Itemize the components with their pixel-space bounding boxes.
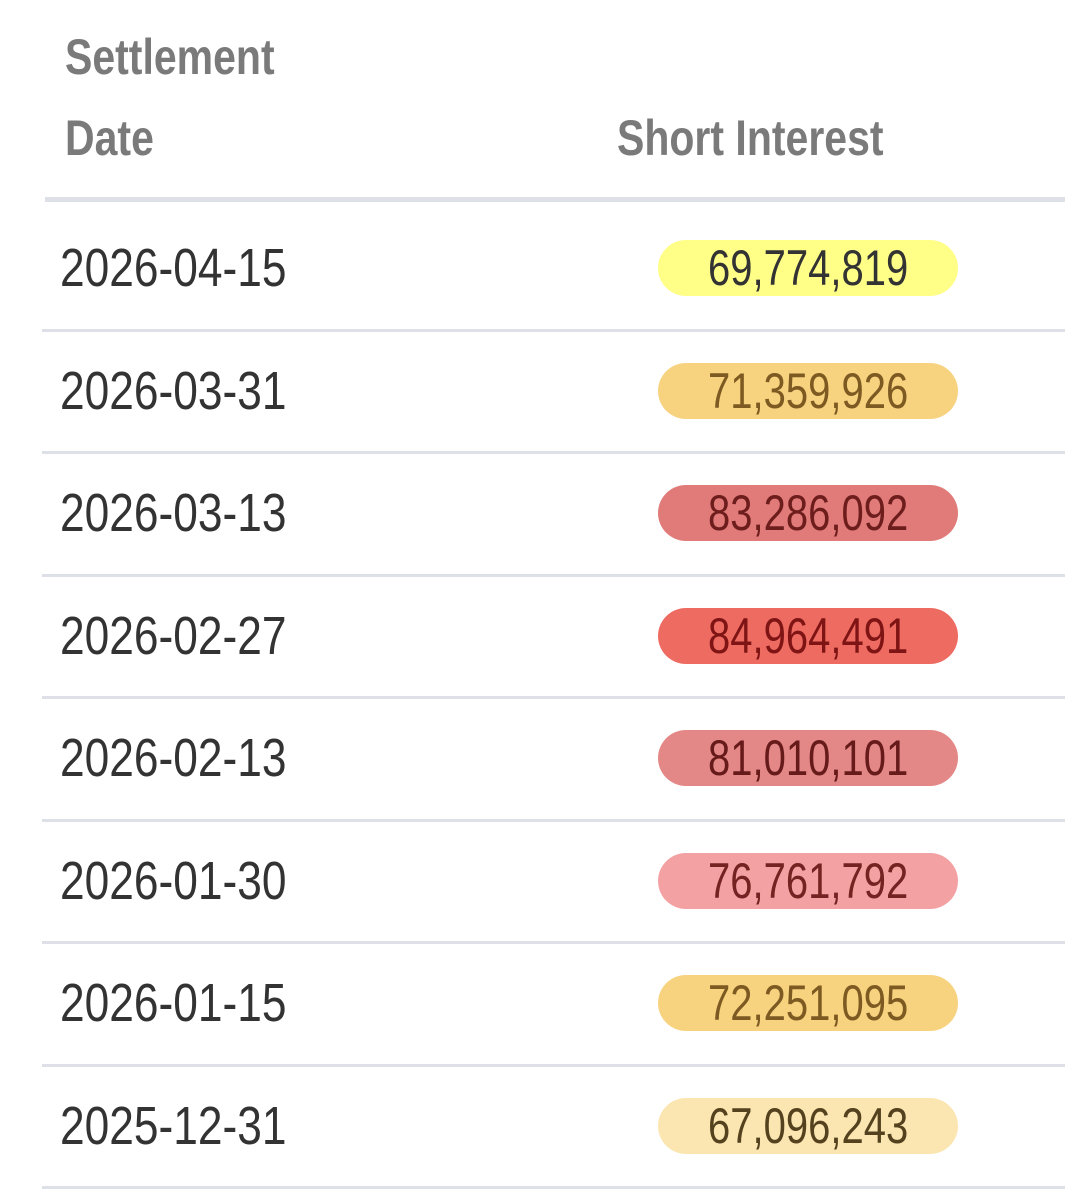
short-interest-pill: 81,010,101 <box>658 730 958 787</box>
short-interest-pill: 67,096,243 <box>658 1097 958 1154</box>
date-cell: 2026-03-31 <box>60 364 336 418</box>
short-interest-value: 71,359,926 <box>707 362 909 419</box>
date-text: 2026-04-15 <box>60 238 287 299</box>
header-border <box>45 197 1065 202</box>
header-text: Date <box>65 110 154 166</box>
date-text: 2025-12-31 <box>60 1095 287 1156</box>
header-date-line2: Date <box>65 113 173 163</box>
row-separator <box>42 1186 1065 1189</box>
short-interest-value: 67,096,243 <box>707 1097 909 1154</box>
date-text: 2026-03-31 <box>60 360 287 421</box>
date-cell: 2026-04-15 <box>60 241 336 295</box>
short-interest-value: 84,964,491 <box>707 607 909 664</box>
header-date-line1: Settlement <box>65 32 321 82</box>
short-interest-value: 72,251,095 <box>707 975 909 1032</box>
date-text: 2026-01-30 <box>60 850 287 911</box>
header-short-interest: Short Interest <box>617 113 942 163</box>
header-text: Short Interest <box>617 110 884 166</box>
short-interest-pill: 83,286,092 <box>658 485 958 542</box>
short-interest-pill: 76,761,792 <box>658 852 958 909</box>
date-cell: 2026-02-13 <box>60 731 336 785</box>
date-cell: 2025-12-31 <box>60 1099 336 1153</box>
header-text: Settlement <box>65 29 275 85</box>
short-interest-pill: 69,774,819 <box>658 240 958 297</box>
short-interest-value: 69,774,819 <box>707 240 909 297</box>
short-interest-value: 83,286,092 <box>707 485 909 542</box>
date-text: 2026-01-15 <box>60 973 287 1034</box>
row-separator <box>42 328 1065 332</box>
short-interest-value: 81,010,101 <box>707 730 909 787</box>
date-text: 2026-02-27 <box>60 605 287 666</box>
row-separator <box>42 1063 1065 1067</box>
row-separator <box>42 451 1065 454</box>
row-separator <box>42 818 1065 822</box>
row-separator <box>42 573 1065 577</box>
date-cell: 2026-01-15 <box>60 976 336 1030</box>
short-interest-value: 76,761,792 <box>707 852 909 909</box>
short-interest-pill: 71,359,926 <box>658 362 958 419</box>
date-text: 2026-03-13 <box>60 483 287 544</box>
row-separator <box>42 696 1065 699</box>
date-text: 2026-02-13 <box>60 728 287 789</box>
date-cell: 2026-02-27 <box>60 609 336 663</box>
short-interest-pill: 72,251,095 <box>658 975 958 1032</box>
short-interest-pill: 84,964,491 <box>658 607 958 664</box>
date-cell: 2026-01-30 <box>60 854 336 908</box>
date-cell: 2026-03-13 <box>60 486 336 540</box>
row-separator <box>42 941 1065 944</box>
